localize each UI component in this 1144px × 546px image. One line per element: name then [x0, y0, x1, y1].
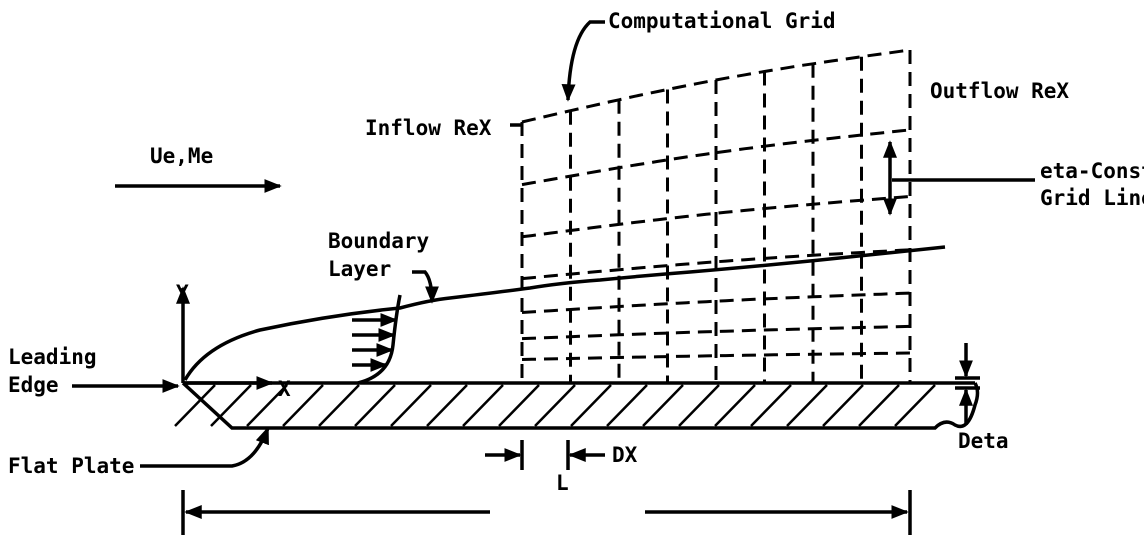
hatch-line — [462, 384, 504, 427]
hatch-line — [534, 384, 576, 427]
label: Layer — [328, 257, 391, 281]
label: Leading — [8, 345, 97, 369]
flat-plate — [181, 381, 980, 430]
label: X — [278, 377, 291, 401]
plate-hatch — [174, 384, 936, 427]
hatch-line — [210, 384, 252, 427]
hatch-line — [498, 384, 540, 427]
label: Computational Grid — [608, 9, 836, 33]
hatch-line — [786, 384, 828, 427]
hatch-line — [678, 384, 720, 427]
hatch-line — [894, 384, 936, 427]
label: Flat Plate — [8, 454, 134, 478]
hatch-line — [390, 384, 432, 427]
label: Grid Lines — [1040, 186, 1144, 210]
hatch-line — [606, 384, 648, 427]
label: Outflow ReX — [930, 79, 1069, 103]
profile-arrows — [352, 313, 398, 372]
label: Edge — [8, 373, 59, 397]
hatch-line — [318, 384, 360, 427]
label: Y — [176, 281, 189, 305]
label: Boundary — [328, 229, 430, 253]
label: Ue,Me — [150, 144, 213, 168]
hatch-line — [714, 384, 756, 427]
boundary-leader — [412, 270, 439, 304]
label: eta-Constant — [1040, 159, 1144, 183]
hatch-line — [426, 384, 468, 427]
hatch-line — [750, 384, 792, 427]
hatch-line — [570, 384, 612, 427]
hatch-line — [246, 384, 288, 427]
label: L — [556, 471, 569, 495]
hatch-line — [354, 384, 396, 427]
label: Inflow ReX — [365, 116, 492, 140]
hatch-line — [642, 384, 684, 427]
hatch-line — [174, 384, 216, 427]
plate-leader — [140, 426, 270, 468]
grid-leader — [561, 20, 605, 102]
grid-row — [521, 48, 911, 124]
hatch-line — [822, 384, 864, 427]
label: Deta — [958, 429, 1009, 453]
boundary-layer-edge — [183, 245, 946, 381]
label: DX — [612, 443, 638, 467]
hatch-line — [858, 384, 900, 427]
hatch-line — [282, 384, 324, 427]
computational-grid — [520, 48, 912, 383]
